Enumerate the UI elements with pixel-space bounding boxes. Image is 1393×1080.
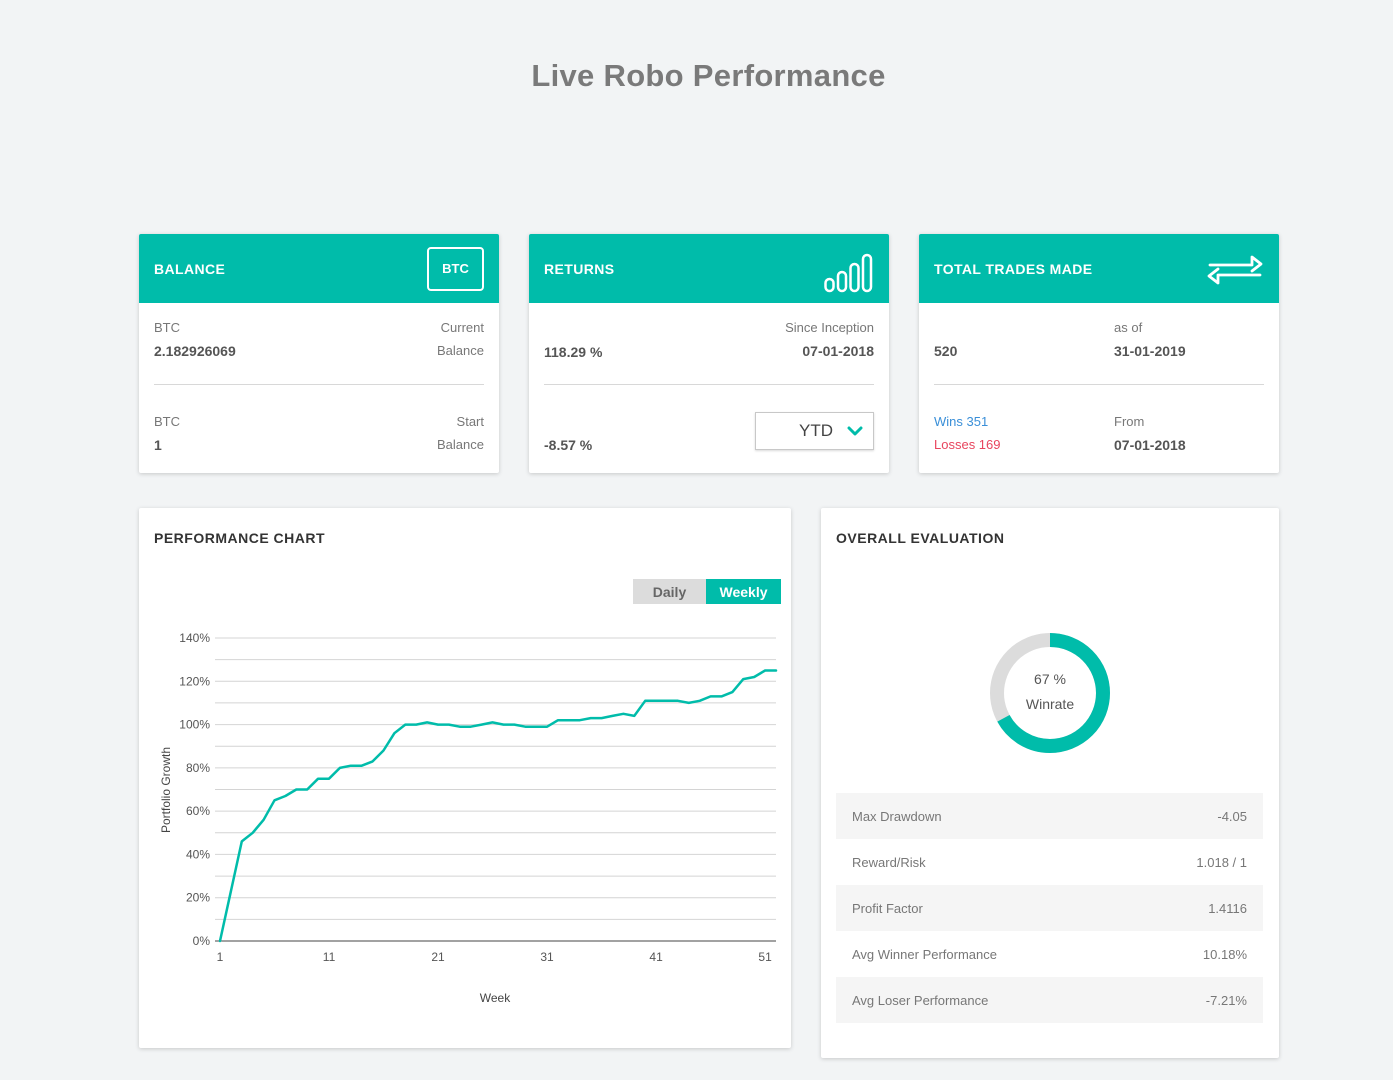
y-tick-label: 80% bbox=[186, 761, 210, 775]
as-of-date: 31-01-2019 bbox=[1114, 343, 1186, 359]
trades-card-header: TOTAL TRADES MADE bbox=[919, 234, 1279, 303]
swap-arrows-icon bbox=[1207, 255, 1263, 284]
current-balance-caption-bottom: Balance bbox=[437, 343, 484, 358]
y-tick-label: 40% bbox=[186, 847, 210, 861]
y-tick-label: 120% bbox=[179, 674, 210, 688]
since-inception-date: 07-01-2018 bbox=[802, 343, 874, 359]
x-tick-label: 31 bbox=[540, 950, 554, 964]
losses-count: Losses 169 bbox=[934, 437, 1001, 452]
stat-label: Avg Winner Performance bbox=[852, 946, 997, 962]
wins-count: Wins 351 bbox=[934, 414, 989, 429]
chevron-down-icon bbox=[847, 426, 863, 436]
stat-value: -4.05 bbox=[1217, 808, 1247, 824]
start-balance-unit: BTC bbox=[154, 414, 180, 429]
balance-card-header: BALANCE BTC bbox=[139, 234, 499, 303]
trades-count-value: 520 bbox=[934, 343, 958, 359]
stat-value: -7.21% bbox=[1205, 992, 1247, 1008]
divider bbox=[544, 384, 874, 385]
stat-label: Avg Loser Performance bbox=[852, 992, 989, 1008]
winrate-label: Winrate bbox=[1025, 696, 1075, 712]
stat-label: Max Drawdown bbox=[852, 808, 942, 824]
x-tick-label: 21 bbox=[431, 950, 445, 964]
stat-value: 1.4116 bbox=[1208, 900, 1247, 916]
stat-row-max-drawdown: Max Drawdown -4.05 bbox=[836, 793, 1263, 839]
y-tick-label: 20% bbox=[186, 891, 210, 905]
balance-card-label: BALANCE bbox=[154, 260, 226, 277]
x-tick-label: 51 bbox=[758, 950, 772, 964]
from-date: 07-01-2018 bbox=[1114, 437, 1186, 453]
balance-card: BALANCE BTC BTC 2.182926069 Current Bala… bbox=[139, 234, 499, 473]
x-tick-label: 1 bbox=[217, 950, 224, 964]
weekly-toggle-button[interactable]: Weekly bbox=[706, 579, 781, 604]
donut-winrate-arc bbox=[990, 633, 1110, 753]
trades-card: TOTAL TRADES MADE 520 as of 31-01-2019 W… bbox=[919, 234, 1279, 473]
since-inception-label: Since Inception bbox=[785, 320, 874, 335]
y-tick-label: 100% bbox=[179, 718, 210, 732]
total-return-value: 118.29 % bbox=[544, 344, 603, 360]
start-balance-caption-bottom: Balance bbox=[437, 437, 484, 452]
current-balance-caption-top: Current bbox=[440, 320, 484, 335]
bar-signal-icon bbox=[824, 253, 874, 293]
btc-badge: BTC bbox=[427, 246, 484, 291]
evaluation-title: OVERALL EVALUATION bbox=[836, 530, 1005, 546]
period-return-value: -8.57 % bbox=[544, 437, 593, 453]
stat-value: 10.18% bbox=[1202, 946, 1247, 962]
as-of-label: as of bbox=[1114, 320, 1143, 335]
winrate-value: 67 % bbox=[1034, 671, 1066, 687]
stat-value: 1.018 / 1 bbox=[1196, 854, 1247, 870]
period-select-value: YTD bbox=[799, 421, 833, 440]
stat-label: Profit Factor bbox=[852, 900, 923, 916]
performance-card: PERFORMANCE CHART Daily Weekly 0% 20% 40% 6… bbox=[139, 508, 791, 1048]
performance-title: PERFORMANCE CHART bbox=[154, 530, 326, 546]
trades-card-label: TOTAL TRADES MADE bbox=[934, 260, 1093, 277]
stat-row-avg-loser: Avg Loser Performance -7.21% bbox=[836, 977, 1263, 1023]
start-balance-value: 1 bbox=[154, 437, 162, 453]
evaluation-card: OVERALL EVALUATION 67 % Winrate Max Draw… bbox=[821, 508, 1279, 1058]
daily-toggle-button[interactable]: Daily bbox=[633, 579, 706, 604]
returns-card-label: RETURNS bbox=[544, 260, 615, 277]
x-tick-label: 41 bbox=[649, 950, 663, 964]
start-balance-caption-top: Start bbox=[456, 414, 484, 429]
y-tick-label: 140% bbox=[179, 631, 210, 645]
winrate-donut bbox=[990, 633, 1110, 753]
y-tick-label: 0% bbox=[193, 934, 211, 948]
x-tick-label: 11 bbox=[323, 950, 336, 964]
returns-card-header: RETURNS bbox=[529, 234, 889, 303]
stat-row-profit-factor: Profit Factor 1.4116 bbox=[836, 885, 1263, 931]
y-axis-label: Portfolio Growth bbox=[159, 747, 173, 833]
period-toggle: Daily Weekly bbox=[633, 579, 781, 604]
stat-row-reward-risk: Reward/Risk 1.018 / 1 bbox=[836, 839, 1263, 885]
divider bbox=[934, 384, 1264, 385]
performance-line-chart: 0%20%40%60%80%100%120%140%1 11 21 31 41 51Wee… bbox=[159, 631, 778, 1005]
stat-row-avg-winner: Avg Winner Performance 10.18% bbox=[836, 931, 1263, 977]
current-balance-unit: BTC bbox=[154, 320, 180, 335]
period-select[interactable]: YTD bbox=[755, 412, 874, 450]
returns-card: RETURNS 118.29 % Since Inception 07-01-2… bbox=[529, 234, 889, 473]
stat-label: Reward/Risk bbox=[852, 854, 926, 870]
page-title: Live Robo Performance bbox=[531, 58, 886, 93]
from-label: From bbox=[1114, 414, 1145, 429]
y-tick-label: 60% bbox=[186, 804, 210, 818]
divider bbox=[154, 384, 484, 385]
x-axis-label: Week bbox=[480, 991, 511, 1005]
current-balance-value: 2.182926069 bbox=[154, 343, 236, 359]
series-line bbox=[218, 669, 778, 943]
